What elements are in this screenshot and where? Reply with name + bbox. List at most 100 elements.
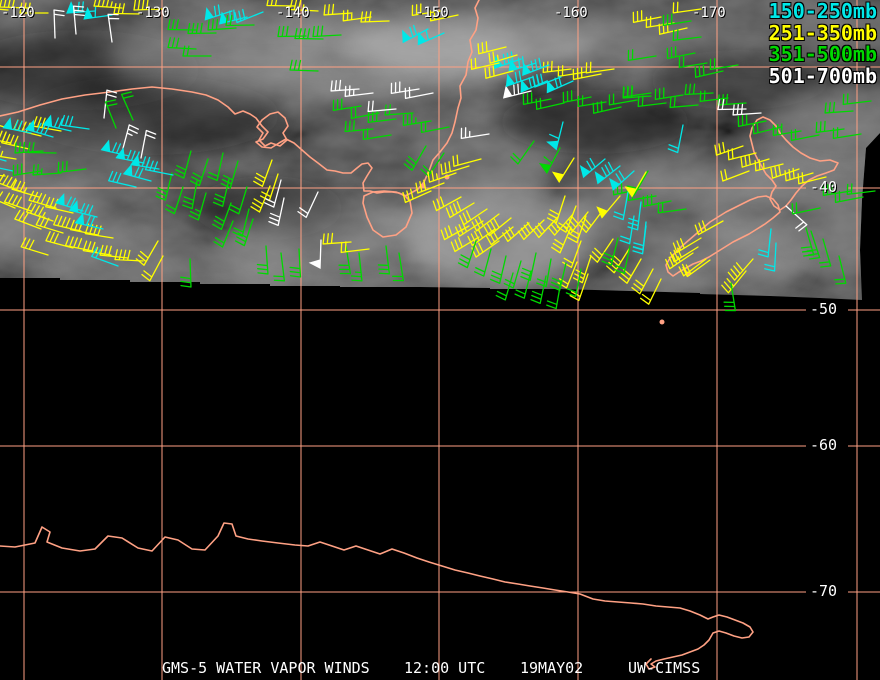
wind-barb (164, 186, 184, 215)
wind-barb (367, 110, 397, 124)
wind-barb (772, 123, 802, 137)
wind-barb (402, 113, 432, 127)
wind-barb (618, 258, 642, 284)
wind-barb (484, 65, 514, 79)
wind-barb (721, 270, 747, 294)
wind-barb (133, 0, 163, 11)
wind-barb (546, 75, 574, 94)
wind-barb (460, 127, 490, 140)
wind-barb (502, 83, 532, 99)
wind-barb (342, 9, 372, 22)
wind-barb (155, 172, 173, 201)
wind-barb (53, 9, 65, 39)
wind-barb (791, 202, 821, 215)
bright-cloud-patch (633, 220, 803, 296)
wind-barb (100, 139, 130, 157)
wind-barb (113, 3, 143, 15)
wind-barb (350, 106, 380, 119)
wind-barb (42, 114, 72, 132)
wind-barb (627, 49, 657, 62)
wind-barb (589, 238, 614, 263)
wind-barb (60, 114, 90, 130)
wind-barb (784, 167, 814, 182)
coastline (665, 195, 781, 277)
wind-barb (754, 159, 784, 172)
wind-barb (404, 86, 434, 99)
wind-barb (717, 93, 747, 106)
wind-barb (752, 122, 782, 135)
wind-barb (289, 59, 319, 72)
wind-barb (121, 124, 139, 153)
wind-barb (551, 226, 572, 254)
wind-barb (420, 152, 445, 177)
wind-barb (694, 220, 724, 236)
wind-barb (93, 0, 123, 9)
wind-barb (517, 219, 545, 241)
wind-barb (565, 268, 582, 298)
wind-barb (546, 280, 562, 310)
wind-barb (82, 240, 112, 256)
wind-barb (204, 4, 233, 21)
wind-barb (510, 140, 535, 165)
wind-barb (135, 240, 159, 266)
wind-barb (130, 153, 160, 170)
wind-barb (232, 208, 250, 237)
wind-barb (672, 237, 702, 254)
wind-barb (253, 159, 273, 187)
wind-barb (815, 120, 845, 134)
wind-barb (68, 200, 98, 218)
wind-barb (20, 237, 49, 256)
wind-barb (402, 24, 429, 44)
wind-barb (732, 103, 762, 116)
wind-barb (234, 8, 264, 24)
wind-barb (834, 255, 847, 285)
wind-barb (250, 185, 271, 213)
wind-barb (627, 201, 642, 231)
wind-barb (606, 248, 630, 274)
wind-barb (402, 188, 432, 204)
wind-barb (608, 93, 638, 106)
wind-barb (557, 261, 578, 289)
wind-barb (672, 1, 702, 14)
wind-barb (832, 127, 862, 140)
wind-barb (103, 89, 118, 119)
wind-barb (0, 145, 17, 160)
wind-barb (367, 100, 397, 113)
wind-barb (420, 120, 450, 133)
wind-barb (277, 25, 307, 38)
wind-barb (842, 93, 872, 106)
wind-barb (69, 219, 99, 236)
small-island (659, 319, 665, 325)
wind-barb (220, 160, 239, 189)
wind-barb (785, 205, 808, 232)
wind-barb (104, 99, 118, 129)
wind-barb (737, 114, 767, 127)
wind-barb (27, 142, 57, 154)
wind-barb (294, 28, 324, 40)
wind-barb (632, 225, 647, 255)
wind-barb (624, 171, 647, 198)
wind-barb (790, 128, 820, 141)
wind-barb (485, 226, 514, 246)
wind-barb (322, 232, 352, 245)
wind-barb (846, 183, 876, 196)
wind-barb (522, 92, 552, 105)
wind-barb (45, 231, 74, 249)
wind-barb (45, 196, 74, 214)
wind-barb (323, 3, 353, 16)
wind-barb (682, 259, 711, 278)
wind-barb (662, 13, 692, 27)
wind-barb (657, 201, 687, 214)
wind-barb (800, 227, 815, 257)
wind-barb (614, 245, 631, 275)
wind-barb (632, 10, 662, 23)
wind-barb (474, 248, 492, 277)
wind-barb (440, 225, 470, 241)
wind-barb (562, 90, 592, 103)
wind-barb (289, 0, 319, 12)
wind-barb (268, 197, 285, 227)
wind-barb (360, 11, 390, 23)
